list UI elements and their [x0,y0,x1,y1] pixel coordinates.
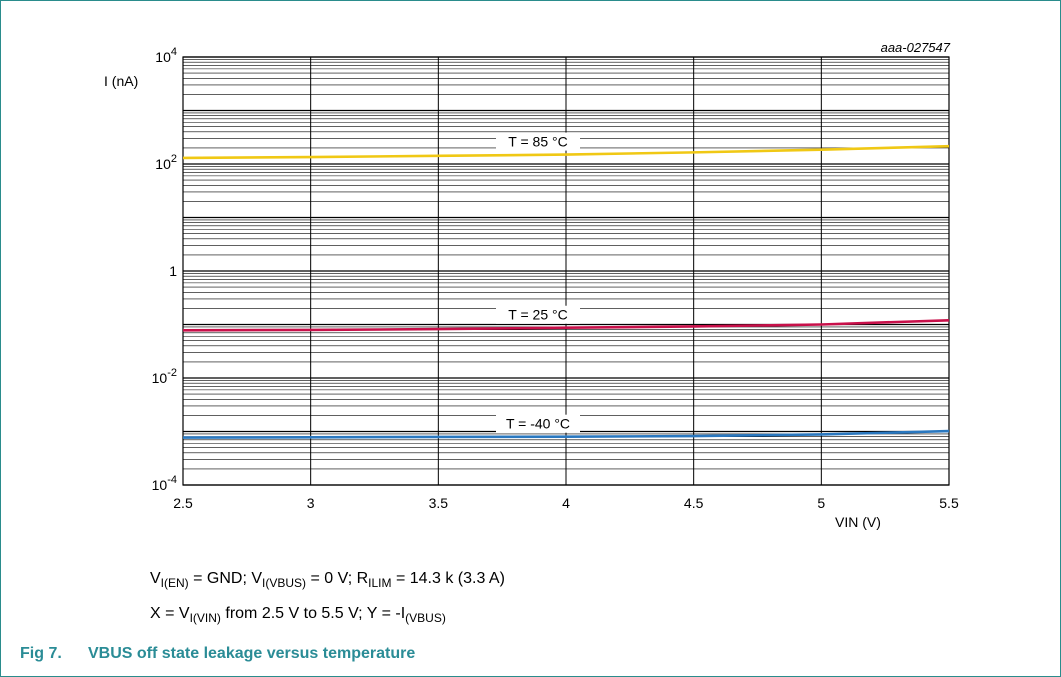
x-tick-label: 4 [562,495,570,511]
y-tick-label: 10-4 [152,474,177,493]
series-line [182,144,950,160]
x-tick-label: 5.5 [939,495,959,511]
x-tick-label: 5 [817,495,825,511]
conditions-line-2: X = VI(VIN) from 2.5 V to 5.5 V; Y = -I(… [150,605,446,625]
y-tick-label: 102 [155,153,177,172]
y-tick-label: 1 [169,263,177,279]
series-label: T = -40 °C [506,416,570,432]
series-label: T = 25 °C [508,307,567,323]
grid [182,56,950,486]
figure-number: Fig 7. [20,645,62,662]
chart-code: aaa-027547 [881,40,951,55]
tick-labels: 2.5 3 3.5 4 4.5 5 5.5 10-4 10-2 1 102 104 [152,46,959,511]
series-layer: T = 85 °C T = 25 °C T = -40 °C [182,132,950,439]
x-tick-label: 2.5 [173,495,193,511]
series-label-background [496,132,580,151]
series-label: T = 85 °C [508,134,567,150]
series-line [182,429,950,439]
figure-caption: Fig 7. VBUS off state leakage versus temp… [20,645,415,663]
plot-frame [182,56,950,486]
x-tick-label: 4.5 [684,495,704,511]
x-tick-label: 3 [307,495,315,511]
y-axis-label: I (nA) [104,73,138,89]
x-tick-label: 3.5 [429,495,449,511]
y-tick-label: 10-2 [152,367,177,386]
series-line [182,318,950,332]
series-label-background [496,414,580,433]
x-axis-label: VIN (V) [835,514,881,530]
y-tick-label: 104 [155,46,177,65]
series-label-background [496,305,580,324]
figure-title: VBUS off state leakage versus temperatur… [88,645,416,662]
conditions-line-1: VI(EN) = GND; VI(VBUS) = 0 V; RILIM = 14… [150,570,505,590]
